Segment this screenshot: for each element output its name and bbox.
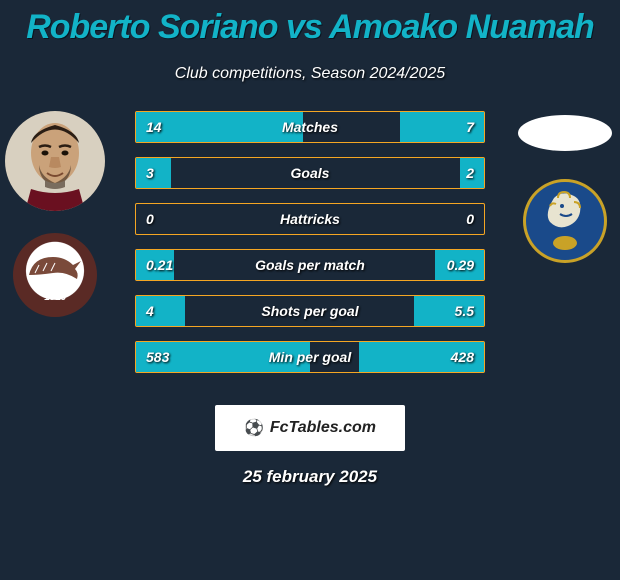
stat-row: 14Matches7	[135, 111, 485, 143]
stat-label: Shots per goal	[136, 296, 484, 326]
comparison-panel: 14Matches7 3Goals2 0Hattricks0 0.21Goals pe…	[0, 111, 620, 401]
player-b-portrait-placeholder	[518, 115, 612, 151]
stat-label: Min per goal	[136, 342, 484, 372]
stat-value-right: 0	[466, 204, 474, 234]
watermark-text: FcTables.com	[270, 419, 376, 437]
stat-label: Hattricks	[136, 204, 484, 234]
stat-bars: 14Matches7 3Goals2 0Hattricks0 0.21Goals pe…	[135, 111, 485, 387]
stat-label: Goals per match	[136, 250, 484, 280]
left-column	[0, 111, 110, 401]
stat-value-right: 0.29	[447, 250, 474, 280]
stat-row: 4Shots per goal5.5	[135, 295, 485, 327]
club-b-badge	[523, 179, 607, 263]
stat-row: 0.21Goals per match0.29	[135, 249, 485, 281]
club-a-badge	[13, 233, 97, 317]
stat-value-right: 5.5	[455, 296, 474, 326]
player-b-name: Amoako Nuamah	[329, 8, 594, 46]
player-a-portrait	[5, 111, 105, 211]
subtitle: Club competitions, Season 2024/2025	[0, 65, 620, 83]
stat-row: 583Min per goal428	[135, 341, 485, 373]
vs-label: vs	[286, 8, 322, 46]
date-label: 25 february 2025	[0, 467, 620, 487]
stat-value-right: 7	[466, 112, 474, 142]
player-a-name: Roberto Soriano	[26, 8, 277, 46]
right-column	[510, 111, 620, 401]
stat-label: Matches	[136, 112, 484, 142]
watermark-badge: ⚽ FcTables.com	[215, 405, 405, 451]
soccer-ball-icon: ⚽	[244, 418, 264, 438]
stat-row: 3Goals2	[135, 157, 485, 189]
stat-value-right: 428	[451, 342, 474, 372]
stat-label: Goals	[136, 158, 484, 188]
stat-row: 0Hattricks0	[135, 203, 485, 235]
stat-value-right: 2	[466, 158, 474, 188]
page-title: Roberto Soriano vs Amoako Nuamah	[0, 0, 620, 47]
